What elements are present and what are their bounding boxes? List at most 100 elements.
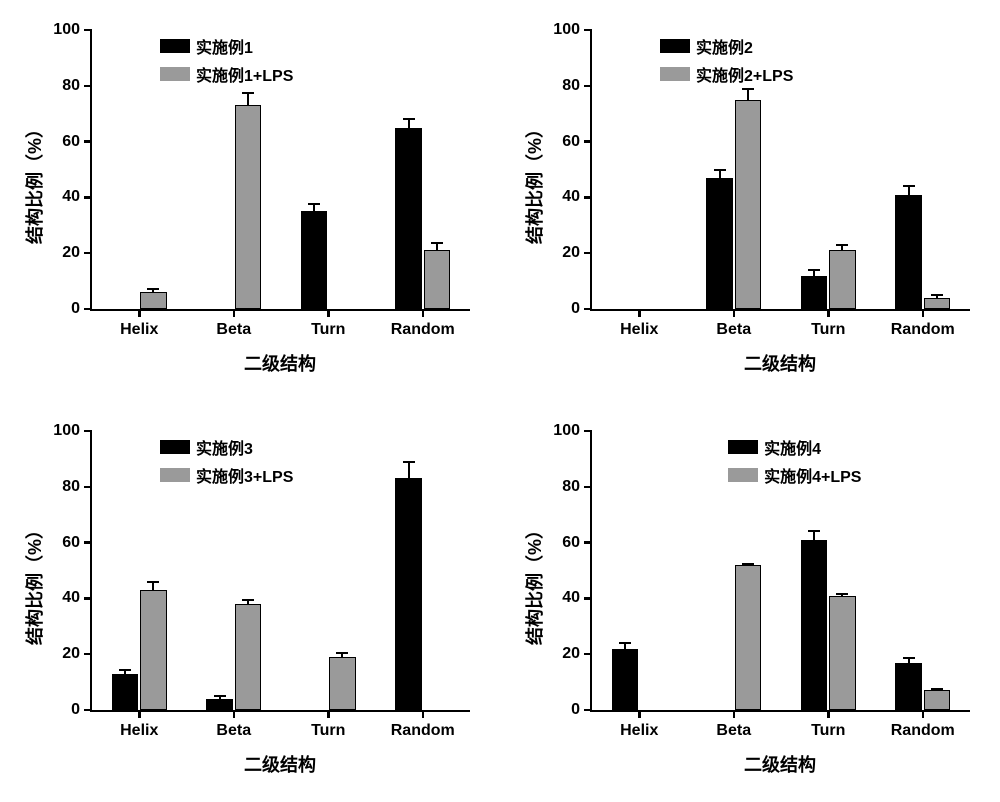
legend-swatch bbox=[728, 468, 758, 482]
y-tick-label: 60 bbox=[562, 534, 580, 552]
bar bbox=[140, 292, 166, 309]
y-tick-label: 80 bbox=[562, 77, 580, 95]
legend-item: 实施例1+LPS bbox=[160, 62, 293, 86]
y-tick bbox=[584, 597, 592, 600]
error-bar bbox=[408, 462, 410, 479]
y-tick-label: 0 bbox=[71, 701, 80, 719]
y-tick bbox=[584, 85, 592, 88]
y-tick bbox=[584, 541, 592, 544]
y-tick bbox=[84, 597, 92, 600]
panel-1: 结构比例（%）二级结构020406080100HelixBetaTurnRand… bbox=[20, 20, 480, 381]
legend-label: 实施例1+LPS bbox=[196, 62, 293, 86]
x-tick-label: Turn bbox=[311, 321, 345, 339]
y-tick-label: 20 bbox=[62, 244, 80, 262]
x-tick-label: Beta bbox=[716, 722, 751, 740]
y-tick bbox=[84, 430, 92, 433]
y-tick bbox=[84, 252, 92, 255]
y-tick-label: 80 bbox=[62, 478, 80, 496]
y-tick-label: 0 bbox=[571, 701, 580, 719]
y-tick-label: 80 bbox=[562, 478, 580, 496]
y-tick-label: 100 bbox=[53, 422, 80, 440]
error-cap bbox=[742, 563, 754, 565]
legend-swatch bbox=[728, 440, 758, 454]
x-tick-label: Beta bbox=[716, 321, 751, 339]
error-cap bbox=[147, 288, 159, 290]
y-tick-label: 0 bbox=[571, 300, 580, 318]
y-tick bbox=[84, 308, 92, 311]
legend-item: 实施例3+LPS bbox=[160, 463, 293, 487]
legend-swatch bbox=[160, 39, 190, 53]
panel-4: 结构比例（%）二级结构020406080100HelixBetaTurnRand… bbox=[520, 421, 980, 782]
chart-grid: 结构比例（%）二级结构020406080100HelixBetaTurnRand… bbox=[20, 20, 980, 782]
legend-swatch bbox=[160, 440, 190, 454]
bar bbox=[329, 657, 355, 710]
error-cap bbox=[808, 530, 820, 532]
error-bar bbox=[719, 170, 721, 178]
bar bbox=[924, 298, 950, 309]
y-tick-label: 40 bbox=[562, 188, 580, 206]
legend-item: 实施例1 bbox=[160, 34, 293, 58]
y-tick bbox=[584, 252, 592, 255]
x-tick bbox=[733, 309, 736, 317]
y-tick-label: 100 bbox=[553, 422, 580, 440]
error-cap bbox=[808, 269, 820, 271]
panel-3: 结构比例（%）二级结构020406080100HelixBetaTurnRand… bbox=[20, 421, 480, 782]
bar bbox=[395, 478, 421, 710]
x-tick-label: Turn bbox=[811, 321, 845, 339]
y-tick-label: 80 bbox=[62, 77, 80, 95]
error-cap bbox=[308, 203, 320, 205]
error-cap bbox=[403, 118, 415, 120]
plot-area: 020406080100HelixBetaTurnRandom实施例2实施例2+… bbox=[590, 30, 970, 311]
x-tick bbox=[733, 710, 736, 718]
y-tick bbox=[84, 196, 92, 199]
y-tick-label: 20 bbox=[562, 244, 580, 262]
error-cap bbox=[931, 294, 943, 296]
bar bbox=[829, 250, 855, 309]
x-tick-label: Random bbox=[891, 321, 955, 339]
legend-item: 实施例3 bbox=[160, 435, 293, 459]
error-cap bbox=[431, 242, 443, 244]
x-tick bbox=[922, 710, 925, 718]
error-bar bbox=[152, 582, 154, 590]
x-tick-label: Random bbox=[391, 722, 455, 740]
y-tick-label: 60 bbox=[62, 534, 80, 552]
y-tick-label: 40 bbox=[62, 589, 80, 607]
x-axis-label: 二级结构 bbox=[744, 751, 816, 777]
x-tick bbox=[327, 309, 330, 317]
bar bbox=[235, 105, 261, 309]
error-cap bbox=[742, 88, 754, 90]
x-tick-label: Turn bbox=[811, 722, 845, 740]
x-tick bbox=[827, 309, 830, 317]
error-cap bbox=[931, 688, 943, 690]
x-tick bbox=[422, 710, 425, 718]
bar bbox=[206, 699, 232, 710]
legend-label: 实施例4+LPS bbox=[764, 463, 861, 487]
bar bbox=[735, 100, 761, 309]
error-cap bbox=[403, 461, 415, 463]
error-cap bbox=[903, 185, 915, 187]
y-tick bbox=[84, 29, 92, 32]
y-tick bbox=[84, 653, 92, 656]
y-tick bbox=[584, 430, 592, 433]
y-tick bbox=[584, 29, 592, 32]
x-tick bbox=[638, 710, 641, 718]
x-tick-label: Helix bbox=[120, 722, 158, 740]
error-bar bbox=[813, 531, 815, 539]
bar bbox=[301, 211, 327, 309]
y-tick bbox=[84, 85, 92, 88]
x-tick bbox=[233, 710, 236, 718]
error-bar bbox=[908, 186, 910, 194]
error-cap bbox=[214, 695, 226, 697]
bar bbox=[895, 195, 921, 309]
x-tick bbox=[638, 309, 641, 317]
error-cap bbox=[242, 599, 254, 601]
x-tick bbox=[827, 710, 830, 718]
legend-swatch bbox=[160, 67, 190, 81]
x-axis-label: 二级结构 bbox=[244, 751, 316, 777]
legend-item: 实施例2 bbox=[660, 34, 793, 58]
bar bbox=[612, 649, 638, 710]
legend: 实施例1 实施例1+LPS bbox=[160, 34, 293, 86]
y-tick-label: 60 bbox=[62, 133, 80, 151]
x-axis-label: 二级结构 bbox=[744, 350, 816, 376]
y-tick-label: 40 bbox=[62, 188, 80, 206]
